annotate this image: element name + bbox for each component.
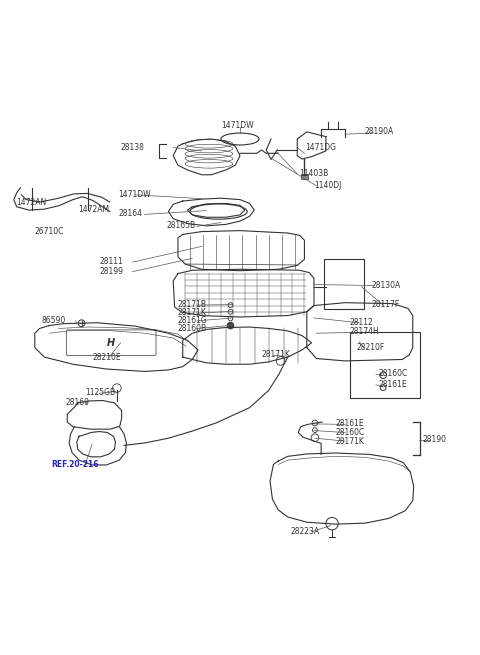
Text: 28117F: 28117F bbox=[371, 300, 399, 309]
Text: 28130A: 28130A bbox=[371, 280, 400, 290]
Text: 28190: 28190 bbox=[422, 435, 446, 444]
FancyBboxPatch shape bbox=[301, 174, 308, 179]
Text: 1472AM: 1472AM bbox=[78, 204, 109, 214]
Text: 28210E: 28210E bbox=[92, 352, 120, 362]
Text: 28165B: 28165B bbox=[166, 221, 195, 231]
Text: 28164: 28164 bbox=[118, 210, 142, 218]
Text: 28199: 28199 bbox=[99, 267, 123, 276]
Text: 28169: 28169 bbox=[66, 398, 90, 407]
Text: 28160B: 28160B bbox=[178, 324, 207, 333]
Text: 28171B: 28171B bbox=[178, 300, 207, 309]
Text: 28223A: 28223A bbox=[290, 527, 319, 536]
Text: 28171K: 28171K bbox=[262, 350, 290, 359]
Text: 26710C: 26710C bbox=[35, 227, 64, 236]
Text: 28112: 28112 bbox=[350, 318, 373, 327]
Text: 28171K: 28171K bbox=[336, 437, 364, 445]
Text: 28160C: 28160C bbox=[336, 428, 365, 437]
Text: 1471DG: 1471DG bbox=[305, 143, 336, 152]
Text: 28190A: 28190A bbox=[364, 127, 393, 136]
Text: 28160C: 28160C bbox=[378, 369, 408, 379]
Text: 1471DW: 1471DW bbox=[221, 121, 254, 130]
Text: 1471DW: 1471DW bbox=[118, 190, 151, 199]
Text: 1140DJ: 1140DJ bbox=[314, 181, 341, 190]
Text: 28174H: 28174H bbox=[350, 328, 380, 336]
Text: 28161G: 28161G bbox=[178, 316, 208, 325]
Circle shape bbox=[227, 322, 234, 329]
Text: 1472AN: 1472AN bbox=[16, 198, 46, 208]
Text: 28210F: 28210F bbox=[357, 343, 385, 352]
Text: 86590: 86590 bbox=[42, 316, 66, 326]
Text: 28111: 28111 bbox=[99, 257, 123, 266]
Text: 28161E: 28161E bbox=[378, 380, 407, 389]
Text: REF.20-216: REF.20-216 bbox=[51, 460, 99, 469]
Text: 28138: 28138 bbox=[120, 143, 144, 152]
Text: 28171K: 28171K bbox=[178, 309, 207, 317]
Text: H: H bbox=[107, 338, 115, 348]
Text: 1125GB: 1125GB bbox=[85, 388, 115, 398]
Text: 28161E: 28161E bbox=[336, 419, 364, 428]
Text: 11403B: 11403B bbox=[300, 169, 329, 178]
